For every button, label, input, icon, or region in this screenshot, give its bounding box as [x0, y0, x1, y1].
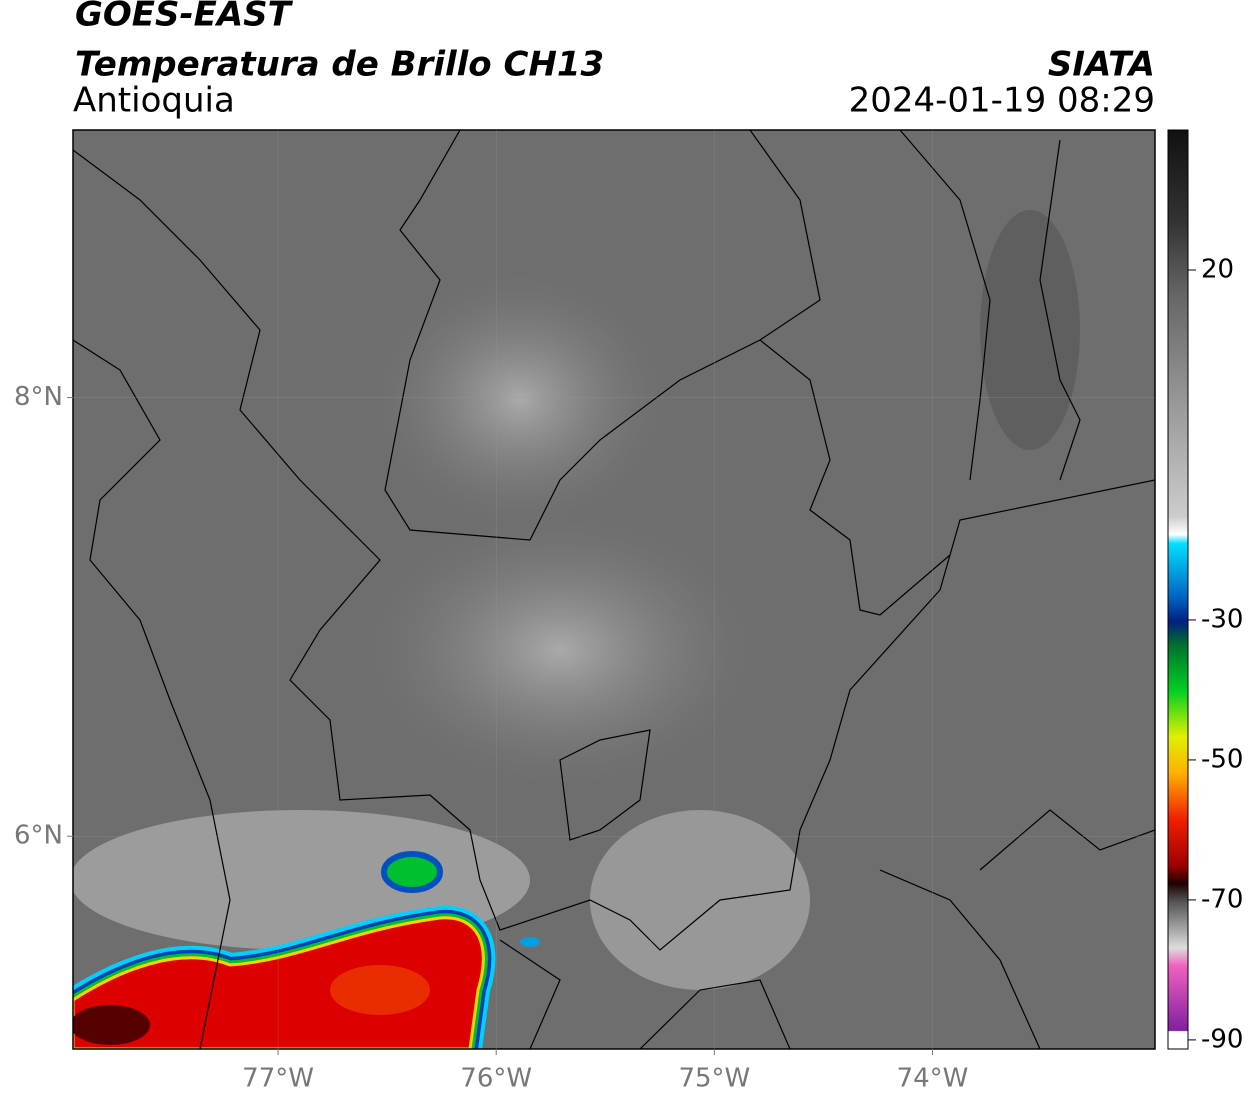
product: Temperatura de Brillo CH13 — [75, 45, 604, 85]
agency: SIATA — [1048, 45, 1155, 85]
colorbar-label: -90 — [1201, 1024, 1243, 1054]
colorbar-label: -30 — [1201, 604, 1243, 634]
colorbar — [1167, 129, 1189, 1050]
colorbar-label: -70 — [1201, 884, 1243, 914]
colorbar-label: 20 — [1201, 254, 1234, 284]
x-tick-label: 74°W — [897, 1064, 969, 1094]
x-tick-label: 76°W — [460, 1064, 532, 1094]
map-image — [73, 130, 1155, 1049]
y-tick-label: 6°N — [14, 821, 63, 851]
title: GOES-EAST — [75, 0, 294, 35]
x-tick-label: 77°W — [242, 1064, 314, 1094]
y-tick-label: 8°N — [14, 382, 63, 412]
colorbar-label: -50 — [1201, 744, 1243, 774]
region: Antioquia — [73, 81, 235, 121]
map-frame — [72, 129, 1156, 1050]
datetime: 2024-01-19 08:29 — [849, 81, 1155, 121]
x-tick-label: 75°W — [678, 1064, 750, 1094]
